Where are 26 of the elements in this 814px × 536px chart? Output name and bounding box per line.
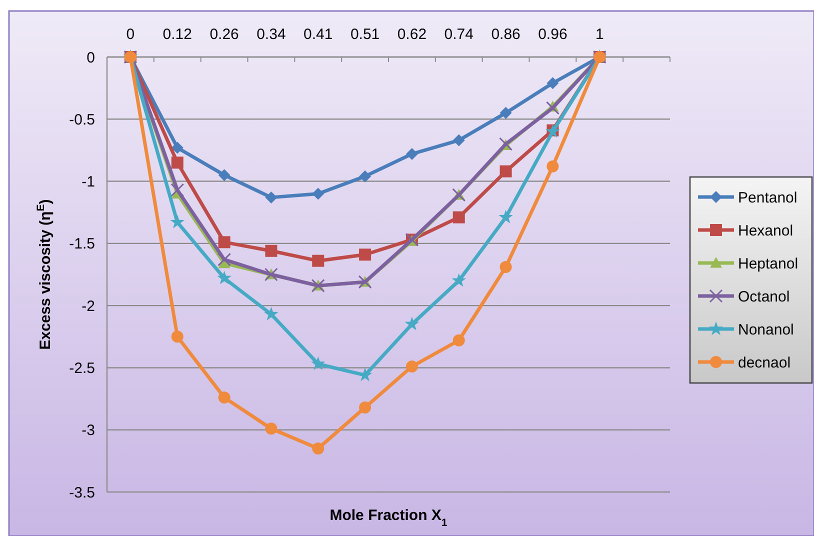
y-tick-label: -2 [82, 298, 95, 315]
x-tick-label: 0.62 [397, 26, 427, 43]
y-tick-label: -1 [82, 174, 95, 191]
x-tick-label: 0 [126, 26, 135, 43]
legend-label: decnaol [738, 354, 791, 372]
y-tick-label: -2.5 [69, 360, 95, 377]
x-tick-label: 0.41 [304, 26, 333, 43]
x-tick-label: 0.96 [538, 26, 568, 43]
legend-label: Hexanol [738, 222, 794, 240]
y-tick-label: -1.5 [69, 236, 95, 253]
legend-label: Octanol [738, 288, 790, 306]
x-tick-label: 0.12 [162, 26, 192, 43]
y-tick-label: -3 [82, 422, 95, 440]
x-tick-label: 0.26 [210, 26, 239, 43]
x-tick-label: 1 [595, 26, 604, 43]
legend-label: Pentanol [738, 189, 798, 206]
y-tick-label: -0.5 [69, 111, 95, 128]
x-tick-label: 0.74 [444, 26, 474, 43]
x-tick-label: 0.51 [350, 26, 380, 43]
x-tick-label: 0.86 [491, 26, 520, 43]
legend-label: Heptanol [738, 255, 798, 272]
y-tick-label: 0 [86, 49, 95, 66]
x-tick-label: 0.34 [256, 26, 286, 43]
legend-label: Nonanol [738, 321, 794, 338]
y-tick-label: -3.5 [69, 484, 95, 502]
x-axis-title: Mole Fraction X$_{1}$ [330, 507, 448, 529]
